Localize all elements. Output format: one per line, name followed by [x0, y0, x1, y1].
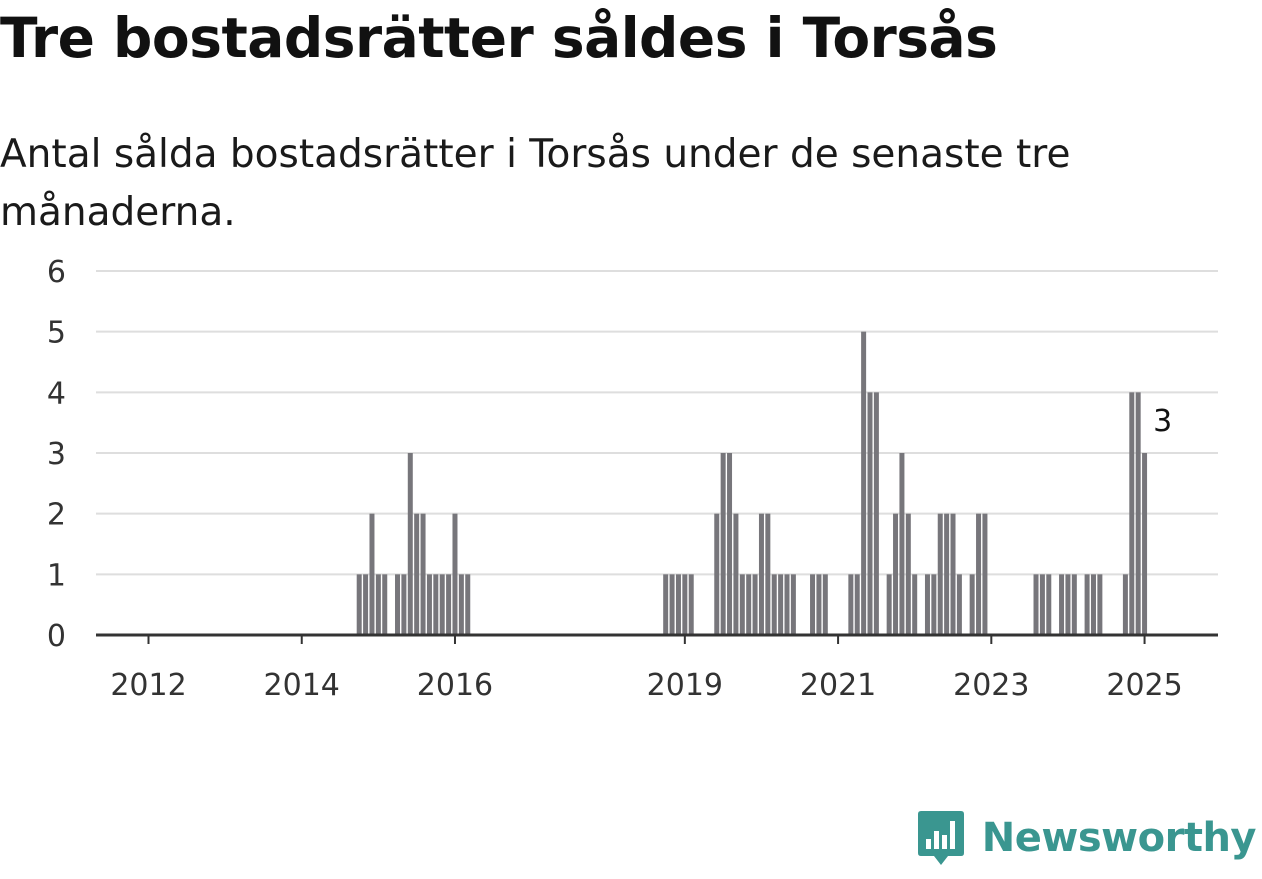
bar	[1135, 392, 1141, 635]
bar	[778, 574, 784, 635]
bar	[765, 513, 771, 635]
bar	[663, 574, 669, 635]
x-axis-ticks: 2012 2014 2016 2019 2021 2023 2025	[110, 635, 1183, 703]
bar	[401, 574, 407, 635]
bar	[1097, 574, 1103, 635]
bar	[1122, 574, 1128, 635]
bar	[886, 574, 892, 635]
y-tick-label: 2	[47, 498, 66, 533]
bar	[873, 392, 879, 635]
bar	[822, 574, 828, 635]
y-tick-label: 1	[47, 558, 66, 593]
x-tick-label: 2025	[1106, 668, 1182, 703]
bar	[893, 513, 899, 635]
bar	[758, 513, 764, 635]
bar	[407, 453, 413, 635]
bar	[1046, 574, 1052, 635]
bar	[369, 513, 375, 635]
bar	[790, 574, 796, 635]
bar	[912, 574, 918, 635]
bar	[720, 453, 726, 635]
bar	[395, 574, 401, 635]
bar	[465, 574, 471, 635]
bar	[426, 574, 432, 635]
bar	[867, 392, 873, 635]
y-tick-label: 4	[47, 376, 66, 411]
bar	[1065, 574, 1071, 635]
bars	[356, 331, 1148, 635]
bar	[982, 513, 988, 635]
x-tick-label: 2021	[800, 668, 876, 703]
newsworthy-brand: Newsworthy	[916, 809, 1257, 867]
bar	[675, 574, 681, 635]
bar	[861, 331, 867, 635]
bar	[682, 574, 688, 635]
bar	[1090, 574, 1096, 635]
y-tick-label: 3	[47, 437, 66, 472]
brand-name: Newsworthy	[981, 815, 1257, 861]
x-tick-label: 2023	[953, 668, 1029, 703]
annotation: 3	[1145, 403, 1180, 439]
bar	[688, 574, 694, 635]
bar	[439, 574, 445, 635]
y-tick-label: 0	[47, 619, 66, 654]
bar	[950, 513, 956, 635]
gridlines	[96, 270, 1218, 576]
bar	[810, 574, 816, 635]
bar	[816, 574, 822, 635]
bar	[446, 574, 452, 635]
bar	[771, 574, 777, 635]
bar	[420, 513, 426, 635]
bar	[414, 513, 420, 635]
x-tick-label: 2014	[264, 668, 340, 703]
bar	[1059, 574, 1065, 635]
bar	[854, 574, 860, 635]
x-tick-label: 2016	[417, 668, 493, 703]
bar	[382, 574, 388, 635]
y-tick-label: 6	[47, 255, 66, 290]
annotation-label: 3	[1153, 404, 1172, 439]
bar	[1039, 574, 1045, 635]
bar	[452, 513, 458, 635]
bar	[931, 574, 937, 635]
bar	[363, 574, 369, 635]
bar	[1142, 453, 1148, 635]
chart-title: Tre bostadsrätter såldes i Torsås	[0, 6, 998, 70]
bar	[375, 574, 381, 635]
bar	[727, 453, 733, 635]
bar	[944, 513, 950, 635]
chart-subtitle: Antal sålda bostadsrätter i Torsås under…	[0, 132, 1071, 235]
bar	[1033, 574, 1039, 635]
bar	[848, 574, 854, 635]
bar	[1071, 574, 1077, 635]
bar	[899, 453, 905, 635]
bar	[752, 574, 758, 635]
bar	[356, 574, 362, 635]
bar	[433, 574, 439, 635]
bar	[924, 574, 930, 635]
bar	[976, 513, 982, 635]
bar	[905, 513, 911, 635]
bar	[1084, 574, 1090, 635]
bar	[1129, 392, 1135, 635]
bar	[746, 574, 752, 635]
bar	[937, 513, 943, 635]
bar	[733, 513, 739, 635]
bar	[458, 574, 464, 635]
x-tick-label: 2012	[110, 668, 186, 703]
annotation-badge	[1145, 403, 1180, 437]
bar	[669, 574, 675, 635]
x-tick-label: 2019	[647, 668, 723, 703]
y-tick-label: 5	[47, 316, 66, 351]
bar	[784, 574, 790, 635]
newsworthy-logo-icon	[917, 811, 964, 865]
bar	[714, 513, 720, 635]
bar	[969, 574, 975, 635]
y-axis-ticks: 0 1 2 3 4 5 6	[47, 255, 66, 654]
bar	[956, 574, 962, 635]
bar	[739, 574, 745, 635]
